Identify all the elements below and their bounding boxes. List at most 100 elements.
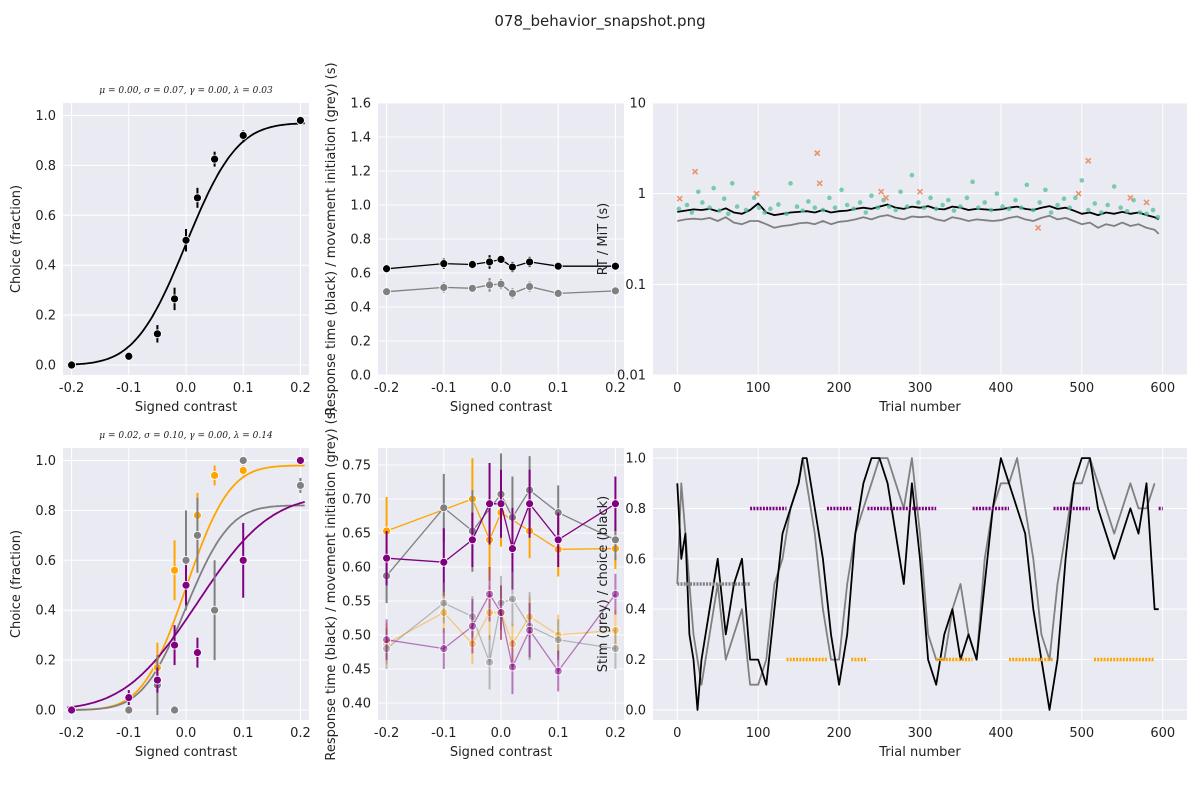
data-point: [553, 288, 563, 298]
x-tick-label: 0.0: [176, 381, 197, 396]
trial-point: [696, 189, 701, 195]
data-point: [485, 499, 494, 509]
x-axis-label: Trial number: [878, 745, 961, 760]
trial-point: [689, 210, 695, 215]
error-trial-mark: [692, 168, 699, 175]
data-point: [611, 644, 620, 653]
trial-point: [970, 179, 975, 185]
panel-4: -0.2 -0.1 0.0 0.1 0.2 0.0 0.2 0.4 0.6 0.8 1.0 Signe…: [9, 431, 311, 760]
data-point: [382, 635, 391, 645]
series-line: [677, 202, 1160, 221]
data-point: [525, 499, 535, 509]
x-axis-label: Signed contrast: [135, 745, 237, 760]
data-point: [525, 257, 535, 267]
data-point: [238, 466, 248, 475]
data-point: [496, 279, 506, 289]
data-point: [296, 481, 305, 490]
data-point: [124, 693, 134, 702]
trial-point: [940, 202, 945, 208]
trial-point: [1037, 200, 1043, 205]
x-tick-label: -0.1: [431, 381, 456, 396]
x-tick-label: 0: [673, 726, 681, 741]
trial-point: [921, 205, 927, 211]
trial-point: [707, 205, 712, 211]
trial-point: [916, 200, 921, 205]
trial-point: [751, 195, 757, 201]
x-tick-label: 0.0: [176, 726, 197, 741]
data-point: [439, 503, 449, 513]
trial-point: [788, 181, 793, 186]
data-point: [238, 555, 248, 565]
trial-point: [964, 195, 970, 201]
y-tick-label: 0.1: [625, 278, 646, 293]
x-tick-label: 0.2: [290, 381, 311, 396]
error-trial-mark: [1075, 190, 1082, 197]
error-trial-mark: [1035, 224, 1042, 231]
data-point: [611, 286, 620, 296]
trial-point: [1000, 204, 1005, 209]
trial-point: [886, 204, 892, 209]
data-point: [181, 580, 191, 590]
y-tick-label: 10: [629, 97, 646, 112]
y-tick-label: 0.4: [35, 259, 56, 274]
trial-point: [951, 208, 957, 213]
y-tick-label: 0.0: [35, 704, 56, 719]
x-tick-label: -0.1: [116, 381, 141, 396]
x-tick-label: 0.1: [548, 381, 569, 396]
data-point: [467, 260, 477, 269]
trial-point: [784, 211, 789, 217]
trial-point: [893, 207, 899, 213]
trial-point: [743, 207, 749, 213]
data-point: [611, 535, 620, 545]
trial-point: [711, 185, 716, 191]
y-tick-label: 0.01: [617, 369, 646, 384]
data-point: [485, 589, 494, 599]
error-trial-mark: [816, 180, 823, 187]
trial-point: [904, 204, 910, 209]
data-point: [439, 598, 449, 608]
trial-point: [933, 206, 939, 212]
data-point: [439, 283, 449, 292]
y-axis-label: Choice (fraction): [9, 530, 24, 638]
data-point: [67, 705, 76, 715]
y-tick-label: 0.2: [35, 309, 56, 324]
y-axis-label: Response time (black) / movement initiat…: [324, 407, 339, 760]
x-tick-label: 600: [1150, 381, 1175, 396]
panel-5: -0.2 -0.1 0.0 0.1 0.2 0.40 0.45 0.50 0.55 0.60 0.6…: [324, 407, 626, 760]
trial-point: [982, 200, 988, 205]
data-point: [152, 329, 162, 339]
x-tick-label: 0.0: [491, 726, 512, 741]
x-tick-label: -0.2: [374, 381, 399, 396]
y-tick-label: 0.65: [342, 527, 371, 542]
panel-title: μ = 0.02, σ = 0.10, γ = 0.00, λ = 0.14: [99, 431, 273, 441]
data-point: [382, 264, 391, 274]
x-tick-label: 0.2: [605, 381, 626, 396]
trial-point: [1043, 187, 1048, 193]
y-tick-label: 0.45: [342, 663, 371, 678]
x-tick-label: 0.0: [491, 381, 512, 396]
trial-point: [1137, 210, 1143, 215]
trial-point: [1111, 184, 1117, 189]
error-trial-mark: [878, 188, 885, 195]
trial-point: [994, 191, 1000, 196]
trial-point: [1092, 201, 1098, 206]
x-tick-label: 500: [1069, 726, 1094, 741]
x-tick-label: 0.1: [233, 381, 254, 396]
trial-point: [684, 202, 690, 208]
trial-point: [776, 202, 781, 207]
trial-point: [1030, 207, 1036, 213]
data-point: [238, 131, 248, 140]
data-point: [124, 705, 134, 715]
x-axis-label: Signed contrast: [450, 745, 552, 760]
x-tick-label: 600: [1150, 726, 1175, 741]
x-axis-label: Signed contrast: [450, 400, 552, 415]
data-point: [210, 471, 220, 480]
x-tick-label: -0.2: [59, 726, 84, 741]
data-point: [124, 351, 134, 361]
y-tick-label: 0.4: [35, 604, 56, 619]
trial-point: [1098, 210, 1104, 215]
trial-point: [1067, 205, 1072, 211]
trial-point: [898, 189, 903, 195]
x-tick-label: -0.2: [59, 381, 84, 396]
y-tick-label: 0.0: [350, 369, 371, 384]
